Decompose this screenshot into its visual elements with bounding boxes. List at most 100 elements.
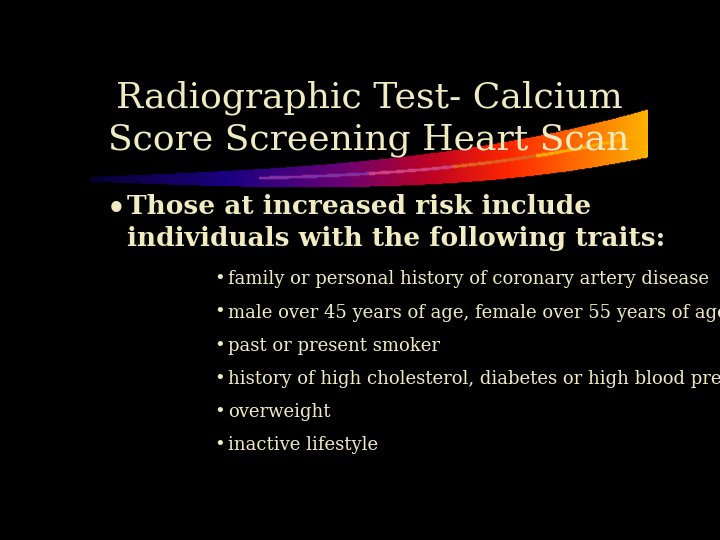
Text: inactive lifestyle: inactive lifestyle — [228, 436, 378, 454]
Bar — [404, 157, 405, 184]
Bar — [189, 173, 191, 184]
Bar — [276, 168, 277, 186]
Bar — [240, 170, 243, 186]
Bar — [130, 176, 132, 182]
Text: •: • — [214, 271, 225, 288]
Bar — [390, 158, 392, 185]
Bar — [169, 174, 171, 184]
Bar — [168, 174, 170, 184]
Bar — [233, 171, 234, 185]
Bar — [354, 173, 356, 174]
Bar — [536, 154, 538, 156]
Bar — [364, 161, 365, 186]
Bar — [319, 175, 320, 177]
Bar — [305, 166, 307, 186]
Bar — [524, 139, 526, 176]
Bar — [505, 142, 508, 177]
Bar — [364, 173, 365, 174]
Bar — [422, 168, 424, 170]
Bar — [638, 134, 640, 136]
Bar — [450, 151, 451, 182]
Bar — [505, 159, 508, 160]
Bar — [451, 165, 453, 167]
Bar — [626, 137, 627, 139]
Bar — [210, 172, 212, 185]
Bar — [182, 173, 184, 184]
Bar — [318, 175, 319, 177]
Bar — [280, 176, 282, 178]
Bar — [521, 157, 523, 158]
Bar — [348, 173, 350, 175]
Bar — [567, 149, 569, 151]
Bar — [467, 164, 469, 165]
Bar — [599, 143, 601, 144]
Bar — [539, 136, 541, 174]
Bar — [160, 174, 161, 183]
Bar — [528, 138, 530, 175]
Bar — [564, 150, 566, 151]
Bar — [276, 176, 277, 178]
Bar — [246, 170, 248, 186]
Bar — [541, 136, 542, 173]
Bar — [472, 147, 474, 180]
Bar — [234, 171, 235, 185]
Bar — [395, 171, 397, 172]
Bar — [227, 171, 228, 185]
Bar — [447, 151, 449, 182]
Bar — [372, 160, 374, 185]
Bar — [498, 144, 499, 178]
Bar — [379, 172, 381, 173]
Bar — [490, 145, 492, 179]
Bar — [606, 120, 608, 164]
Bar — [301, 176, 302, 177]
Bar — [264, 169, 266, 186]
Text: past or present smoker: past or present smoker — [228, 336, 440, 355]
Bar — [307, 176, 310, 177]
Bar — [359, 161, 361, 186]
Bar — [514, 140, 516, 177]
Bar — [518, 140, 520, 176]
Bar — [633, 136, 634, 137]
Bar — [536, 136, 538, 174]
Bar — [300, 176, 301, 177]
Bar — [214, 172, 216, 185]
Bar — [531, 155, 533, 157]
Bar — [163, 174, 164, 184]
Bar — [309, 166, 311, 186]
Bar — [449, 166, 450, 167]
Bar — [202, 172, 203, 185]
Bar — [132, 175, 134, 183]
Bar — [456, 150, 457, 181]
Bar — [496, 144, 498, 178]
Bar — [598, 143, 600, 145]
Bar — [230, 171, 231, 185]
Bar — [616, 139, 618, 141]
Bar — [145, 174, 148, 183]
Bar — [266, 168, 268, 186]
Bar — [206, 172, 207, 185]
Bar — [390, 171, 392, 172]
Text: •: • — [214, 336, 225, 355]
Bar — [374, 172, 377, 173]
Bar — [627, 115, 629, 160]
Bar — [140, 175, 142, 183]
Bar — [483, 146, 485, 179]
Bar — [446, 166, 448, 167]
Bar — [585, 146, 587, 147]
Bar — [279, 168, 280, 186]
Bar — [312, 166, 314, 186]
Bar — [324, 174, 326, 176]
Bar — [358, 161, 359, 186]
Bar — [559, 132, 560, 171]
Bar — [510, 158, 512, 160]
Bar — [258, 169, 261, 186]
Bar — [348, 163, 350, 186]
Bar — [423, 154, 426, 184]
Bar — [252, 170, 253, 186]
Bar — [303, 176, 305, 177]
Bar — [392, 171, 395, 172]
Bar — [563, 131, 564, 171]
Bar — [267, 168, 269, 186]
Bar — [468, 148, 470, 181]
Bar — [273, 168, 274, 186]
